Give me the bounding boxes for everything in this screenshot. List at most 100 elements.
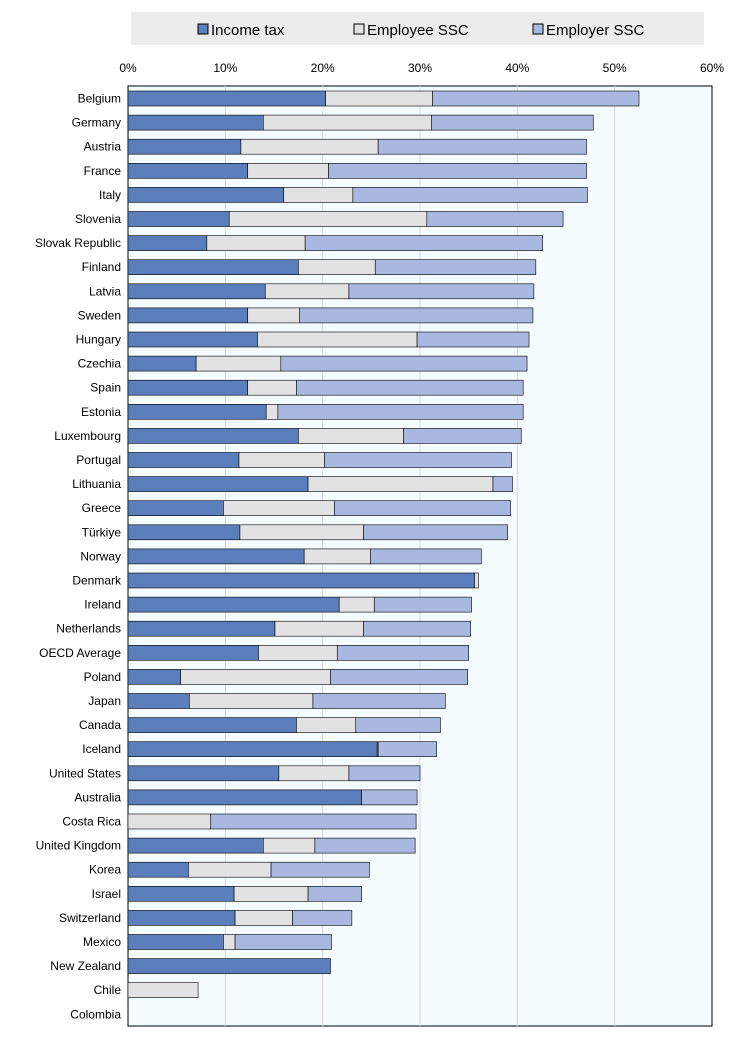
bar-segment-employee-ssc bbox=[278, 765, 350, 782]
bar-segment-employee-ssc bbox=[188, 861, 272, 878]
bar-segment-income-tax bbox=[127, 187, 285, 203]
bar-segment-employee-ssc bbox=[298, 428, 404, 444]
bar-segment-employer-ssc bbox=[307, 885, 362, 902]
bar-segment-employer-ssc bbox=[334, 500, 511, 517]
bar-segment-employee-ssc bbox=[239, 524, 364, 541]
bar-segment-employee-ssc bbox=[283, 187, 354, 203]
category-label: United States bbox=[49, 766, 121, 780]
bar-segment-employee-ssc bbox=[307, 476, 494, 492]
category-label: Estonia bbox=[81, 405, 121, 419]
bar-segment-employer-ssc bbox=[426, 211, 564, 227]
bar-segment-employer-ssc bbox=[312, 693, 446, 709]
bar-segment-employee-ssc bbox=[262, 114, 432, 131]
x-tick-label: 0% bbox=[119, 61, 137, 75]
category-label: Costa Rica bbox=[62, 815, 121, 829]
bar-segment-employer-ssc bbox=[270, 861, 370, 878]
category-label: Austria bbox=[84, 140, 122, 154]
category-label: Slovenia bbox=[75, 212, 121, 226]
bar-segment-employer-ssc bbox=[348, 765, 421, 782]
category-label: Chile bbox=[94, 983, 122, 997]
bar-segment-income-tax bbox=[127, 476, 309, 492]
x-tick-label: 60% bbox=[700, 61, 724, 75]
bar-segment-income-tax bbox=[127, 885, 235, 902]
bar-segment-employee-ssc bbox=[247, 307, 300, 324]
category-label: Hungary bbox=[76, 333, 121, 347]
bar-segment-employee-ssc bbox=[338, 596, 375, 613]
bar-segment-employee-ssc bbox=[264, 283, 350, 300]
bar-segment-employer-ssc bbox=[304, 235, 543, 251]
bar-segment-employee-ssc bbox=[265, 403, 279, 420]
bar-segment-employer-ssc bbox=[292, 910, 353, 926]
bar-segment-employer-ssc bbox=[492, 476, 513, 492]
bar-segment-income-tax bbox=[127, 379, 249, 396]
bar-segment-employee-ssc bbox=[127, 813, 212, 830]
bar-segment-employer-ssc bbox=[348, 283, 535, 300]
category-label: Norway bbox=[80, 549, 121, 563]
bar-segment-income-tax bbox=[127, 114, 264, 131]
category-labels: Belgium Germany Austria France Italy Slovenia… bbox=[35, 92, 122, 1022]
category-label: Portugal bbox=[76, 453, 121, 467]
bar-segment-income-tax bbox=[127, 259, 299, 276]
bar-segment-income-tax bbox=[127, 138, 242, 155]
bar-segment-income-tax bbox=[127, 355, 197, 372]
x-tick-label: 50% bbox=[603, 61, 627, 75]
category-label: Türkiye bbox=[82, 525, 122, 539]
bar-segment-employer-ssc bbox=[328, 163, 587, 179]
category-label: Korea bbox=[89, 863, 121, 877]
bar-segment-employee-ssc bbox=[274, 620, 364, 637]
bar-segment-employer-ssc bbox=[363, 620, 471, 637]
category-label: Slovak Republic bbox=[35, 236, 121, 250]
category-label: Poland bbox=[84, 670, 121, 684]
bar-segment-employee-ssc bbox=[223, 934, 236, 950]
bar-segment-employee-ssc bbox=[234, 910, 293, 926]
category-label: Latvia bbox=[89, 284, 121, 298]
legend-label-employee-ssc: Employee SSC bbox=[367, 22, 469, 39]
x-axis-tick-labels: 0% 10% 20% 30% 40% 50% 60% bbox=[119, 61, 724, 75]
bar-segment-employee-ssc bbox=[223, 500, 335, 517]
bar-segment-employee-ssc bbox=[127, 982, 199, 999]
bar-segment-employer-ssc bbox=[330, 669, 468, 685]
bar-segment-employee-ssc bbox=[247, 163, 329, 179]
bar-segment-employee-ssc bbox=[180, 669, 331, 685]
bar-segment-income-tax bbox=[127, 307, 249, 324]
bar-segment-employee-ssc bbox=[238, 452, 325, 468]
bar-segment-employee-ssc bbox=[206, 235, 306, 251]
bar-segment-employer-ssc bbox=[377, 138, 587, 155]
bar-segment-employer-ssc bbox=[336, 644, 469, 661]
bar-segment-employer-ssc bbox=[314, 837, 416, 854]
x-tick-label: 40% bbox=[505, 61, 529, 75]
category-label: Lithuania bbox=[72, 477, 121, 491]
legend: Income tax Employee SSC Employer SSC bbox=[131, 12, 704, 45]
bar-segment-income-tax bbox=[127, 861, 189, 878]
bar-segment-employee-ssc bbox=[325, 90, 433, 107]
legend-swatch-employee-ssc bbox=[353, 23, 365, 35]
category-label: Colombia bbox=[70, 1007, 121, 1021]
bar-segment-employer-ssc bbox=[299, 307, 534, 324]
category-label: Czechia bbox=[78, 357, 122, 371]
bar-segment-employee-ssc bbox=[298, 259, 376, 276]
bar-segment-income-tax bbox=[127, 596, 340, 613]
bar-segment-employee-ssc bbox=[258, 644, 338, 661]
bar-segment-income-tax bbox=[127, 934, 224, 950]
bar-segment-income-tax bbox=[127, 211, 230, 227]
bar-segment-income-tax bbox=[127, 644, 259, 661]
bar-segment-employer-ssc bbox=[355, 717, 441, 733]
bar-segment-income-tax bbox=[127, 524, 241, 541]
category-label: Sweden bbox=[78, 308, 121, 322]
x-tick-label: 10% bbox=[213, 61, 237, 75]
category-label: OECD Average bbox=[39, 646, 121, 660]
bar-segment-income-tax bbox=[127, 789, 362, 806]
bar-segment-employee-ssc bbox=[247, 379, 297, 396]
bar-segment-employer-ssc bbox=[416, 331, 530, 348]
bar-segment-income-tax bbox=[127, 428, 299, 444]
bar-segment-income-tax bbox=[127, 235, 208, 251]
bar-segment-employer-ssc bbox=[373, 596, 472, 613]
category-label: Spain bbox=[90, 381, 121, 395]
bar-segment-income-tax bbox=[127, 837, 264, 854]
bar-segment-income-tax bbox=[127, 765, 280, 782]
bar-segment-income-tax bbox=[127, 741, 378, 758]
bar-segment-income-tax bbox=[127, 452, 240, 468]
bar-segment-employee-ssc bbox=[233, 885, 309, 902]
category-label: Luxembourg bbox=[54, 429, 121, 443]
category-label: Finland bbox=[82, 260, 121, 274]
